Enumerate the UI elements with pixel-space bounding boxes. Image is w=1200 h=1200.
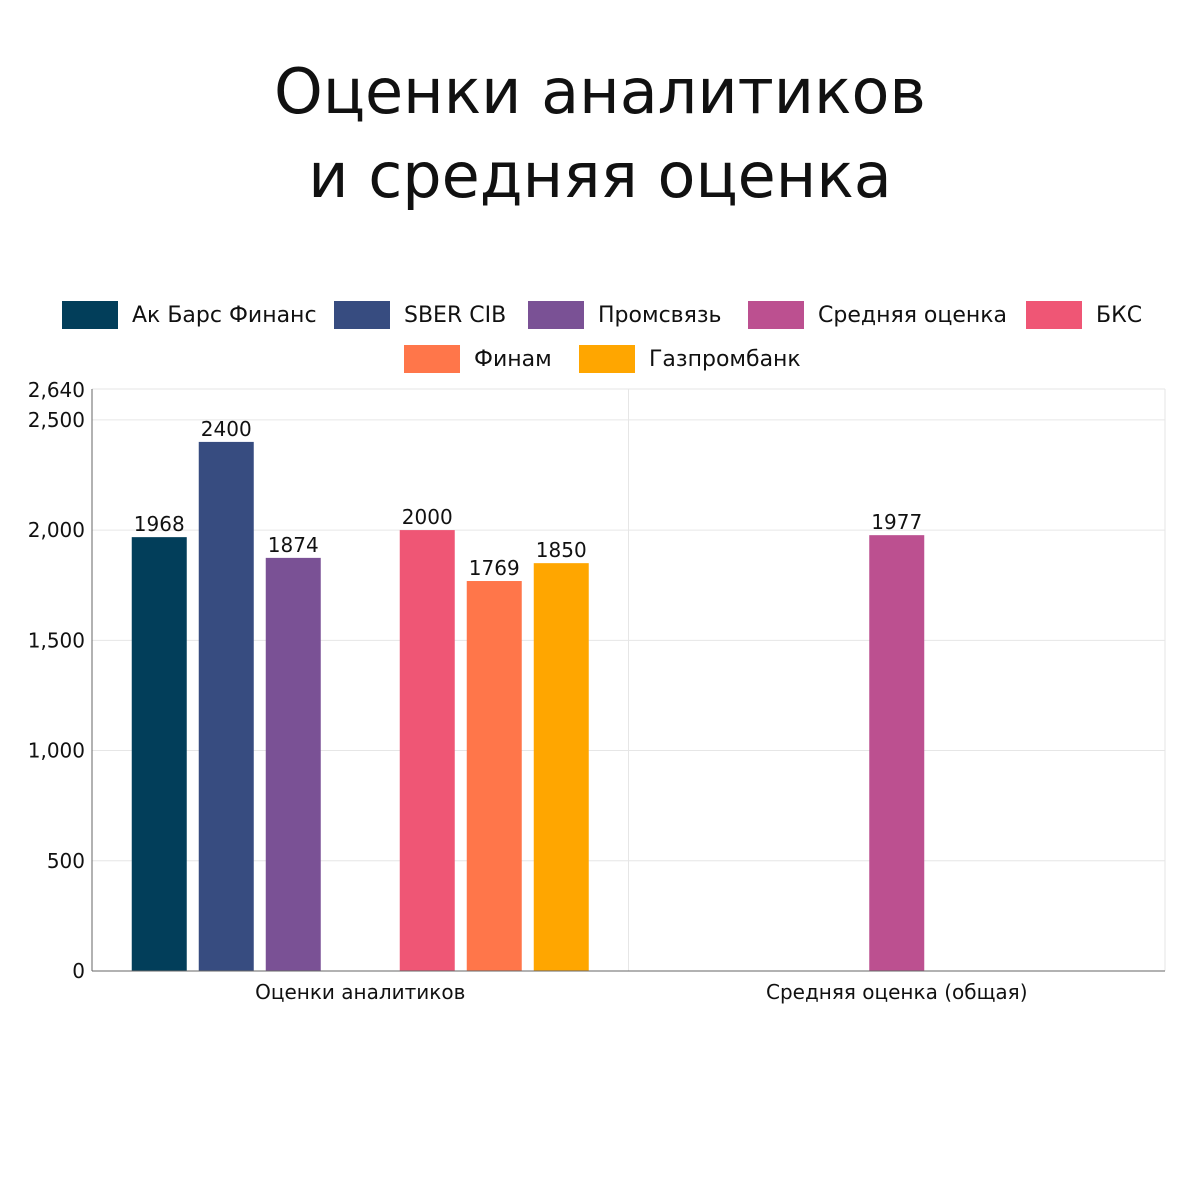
chart-legend: Ак Барс Финанс SBER CIB Промсвязь Средня… xyxy=(0,296,1200,386)
data-label: 1769 xyxy=(469,556,520,580)
legend-swatch xyxy=(579,345,635,373)
legend-swatch xyxy=(1026,301,1082,329)
bar xyxy=(399,530,455,971)
x-tick-label: Средняя оценка (общая) xyxy=(766,980,1028,1004)
bar xyxy=(131,537,187,971)
bar xyxy=(198,441,254,972)
chart-title-line-1: Оценки аналитиков xyxy=(274,55,926,128)
legend-label: Ак Барс Финанс xyxy=(132,302,317,328)
data-label: 1977 xyxy=(871,510,922,534)
bar xyxy=(265,557,321,971)
legend-item-ak-bars: Ак Барс Финанс xyxy=(62,300,317,330)
legend-swatch xyxy=(748,301,804,329)
legend-item-promsvyaz: Промсвязь xyxy=(528,300,722,330)
y-tick-label: 2,000 xyxy=(28,518,85,542)
data-label: 2400 xyxy=(201,417,252,441)
legend-item-finam: Финам xyxy=(404,344,552,374)
legend-item-bks: БКС xyxy=(1026,300,1142,330)
legend-swatch xyxy=(528,301,584,329)
y-tick-label: 1,000 xyxy=(28,739,85,763)
legend-label: Газпромбанк xyxy=(649,346,801,372)
data-label: 2000 xyxy=(402,505,453,529)
legend-item-gazprombank: Газпромбанк xyxy=(579,344,801,374)
legend-label: Промсвязь xyxy=(598,302,722,328)
bar xyxy=(533,563,589,971)
legend-item-average: Средняя оценка xyxy=(748,300,1007,330)
chart-title-line-2: и средняя оценка xyxy=(308,139,892,212)
legend-label: SBER CIB xyxy=(404,302,507,328)
chart-title: Оценки аналитиков и средняя оценка xyxy=(0,50,1200,218)
y-tick-label: 0 xyxy=(72,959,85,983)
data-label: 1968 xyxy=(134,512,185,536)
y-tick-label: 500 xyxy=(47,849,85,873)
legend-swatch xyxy=(404,345,460,373)
y-tick-label: 2,640 xyxy=(28,378,85,402)
x-tick-label: Оценки аналитиков xyxy=(255,980,465,1004)
legend-swatch xyxy=(334,301,390,329)
legend-label: Средняя оценка xyxy=(818,302,1008,328)
bar xyxy=(466,581,522,971)
data-label: 1850 xyxy=(536,538,587,562)
legend-swatch xyxy=(62,301,118,329)
y-tick-label: 1,500 xyxy=(28,628,85,652)
legend-label: БКС xyxy=(1096,302,1143,328)
y-tick-label: 2,500 xyxy=(28,408,85,432)
data-label: 1874 xyxy=(268,533,319,557)
bar xyxy=(869,535,925,971)
legend-item-sber-cib: SBER CIB xyxy=(334,300,506,330)
legend-label: Финам xyxy=(474,346,552,372)
